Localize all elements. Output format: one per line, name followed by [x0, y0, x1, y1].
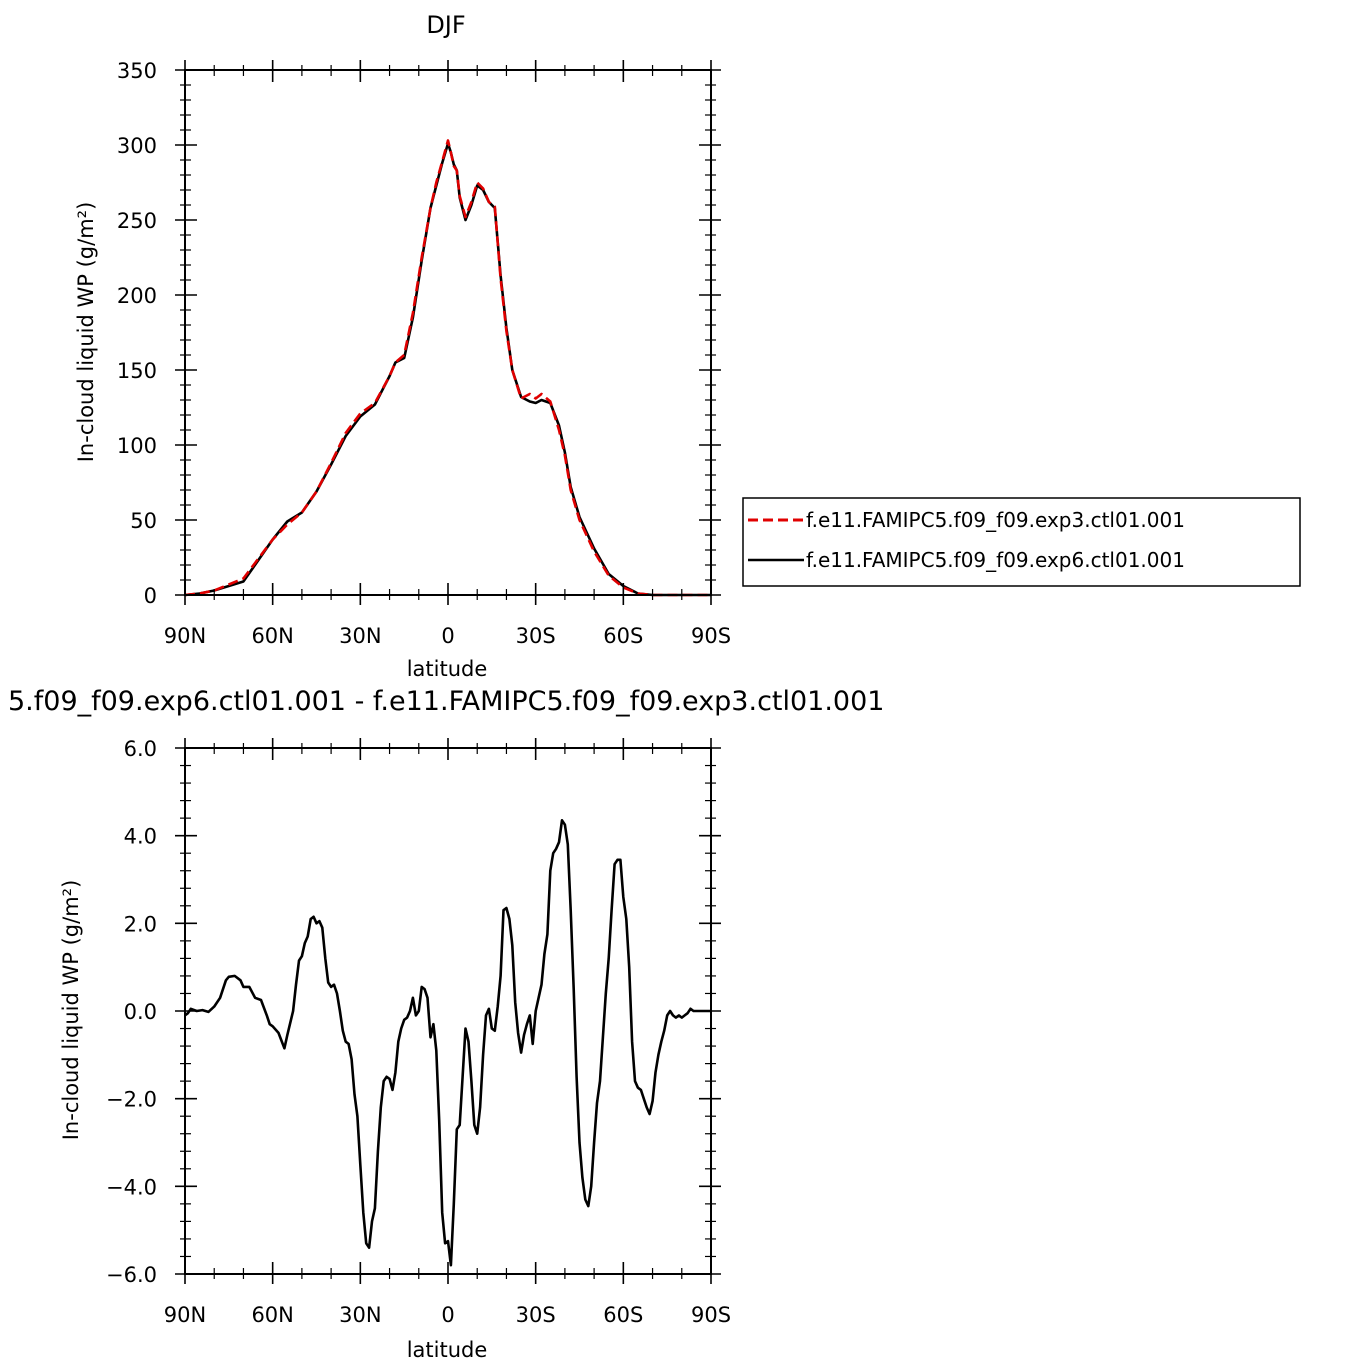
top-series-line-2 [184, 142, 711, 597]
top-y-axis-label: In-cloud liquid WP (g/m²) [74, 202, 98, 463]
bottom-y-tick-label: 2.0 [124, 912, 157, 936]
bottom-x-axis-label: latitude [407, 1338, 488, 1362]
top-y-tick-label: 100 [117, 434, 157, 458]
bottom-y-tick-label: −2.0 [106, 1088, 157, 1112]
top-x-tick-label: 60S [603, 624, 643, 648]
bottom-panel: 5.f09_f09.exp6.ctl01.001 - f.e11.FAMIPC5… [8, 686, 884, 1362]
bottom-x-tick-label: 90S [691, 1303, 731, 1327]
bottom-y-tick-label: 4.0 [124, 825, 157, 849]
bottom-series-line-1 [184, 818, 711, 1267]
bottom-plot-title: 5.f09_f09.exp6.ctl01.001 - f.e11.FAMIPC5… [8, 686, 884, 717]
top-x-tick-label: 90N [164, 624, 206, 648]
top-series-lines [184, 139, 711, 597]
top-plot-title: DJF [426, 11, 465, 39]
top-x-tick-label: 0 [441, 624, 454, 648]
top-plot-frame [184, 69, 712, 596]
legend-label-exp3: f.e11.FAMIPC5.f09_f09.exp3.ctl01.001 [806, 508, 1185, 532]
top-y-tick-label: 200 [117, 284, 157, 308]
bottom-y-tick-label: −4.0 [106, 1175, 157, 1199]
bottom-x-tick-label: 30S [516, 1303, 556, 1327]
top-y-tick-label: 0 [144, 584, 157, 608]
top-x-tick-label: 30S [516, 624, 556, 648]
legend: f.e11.FAMIPC5.f09_f09.exp3.ctl01.001 f.e… [742, 497, 1301, 587]
top-x-tick-label: 30N [339, 624, 381, 648]
bottom-y-axis-label: In-cloud liquid WP (g/m²) [59, 880, 83, 1141]
top-y-tick-label: 350 [117, 59, 157, 83]
top-series-line-1 [184, 139, 711, 597]
top-x-tick-label: 60N [251, 624, 293, 648]
top-y-tick-label: 150 [117, 359, 157, 383]
bottom-series-lines [184, 818, 711, 1267]
bottom-y-tick-label: 0.0 [124, 1000, 157, 1024]
top-y-tick-label: 250 [117, 209, 157, 233]
bottom-x-tick-label: 60S [603, 1303, 643, 1327]
bottom-axis-ticks: −6.0 −4.0 −2.0 0.0 2.0 4.0 6.0 90N 60N 30N 0 30S 60S… [106, 737, 731, 1327]
bottom-x-tick-label: 60N [251, 1303, 293, 1327]
legend-label-exp6: f.e11.FAMIPC5.f09_f09.exp6.ctl01.001 [806, 548, 1185, 572]
bottom-y-tick-label: 6.0 [124, 737, 157, 761]
bottom-x-tick-label: 30N [339, 1303, 381, 1327]
top-y-tick-label: 50 [130, 509, 157, 533]
bottom-x-tick-label: 90N [164, 1303, 206, 1327]
top-x-axis-label: latitude [407, 657, 488, 681]
top-panel: DJF 0 50 100 150 200 250 300 350 90N 60N 30N 0 30S 60… [74, 11, 731, 681]
top-x-tick-label: 90S [691, 624, 731, 648]
top-axis-ticks: 0 50 100 150 200 250 300 350 90N 60N 30N 0 30S 60S 90S [117, 59, 731, 648]
legend-box [742, 497, 1301, 587]
top-y-tick-label: 300 [117, 134, 157, 158]
bottom-y-tick-label: −6.0 [106, 1263, 157, 1287]
bottom-x-tick-label: 0 [441, 1303, 454, 1327]
